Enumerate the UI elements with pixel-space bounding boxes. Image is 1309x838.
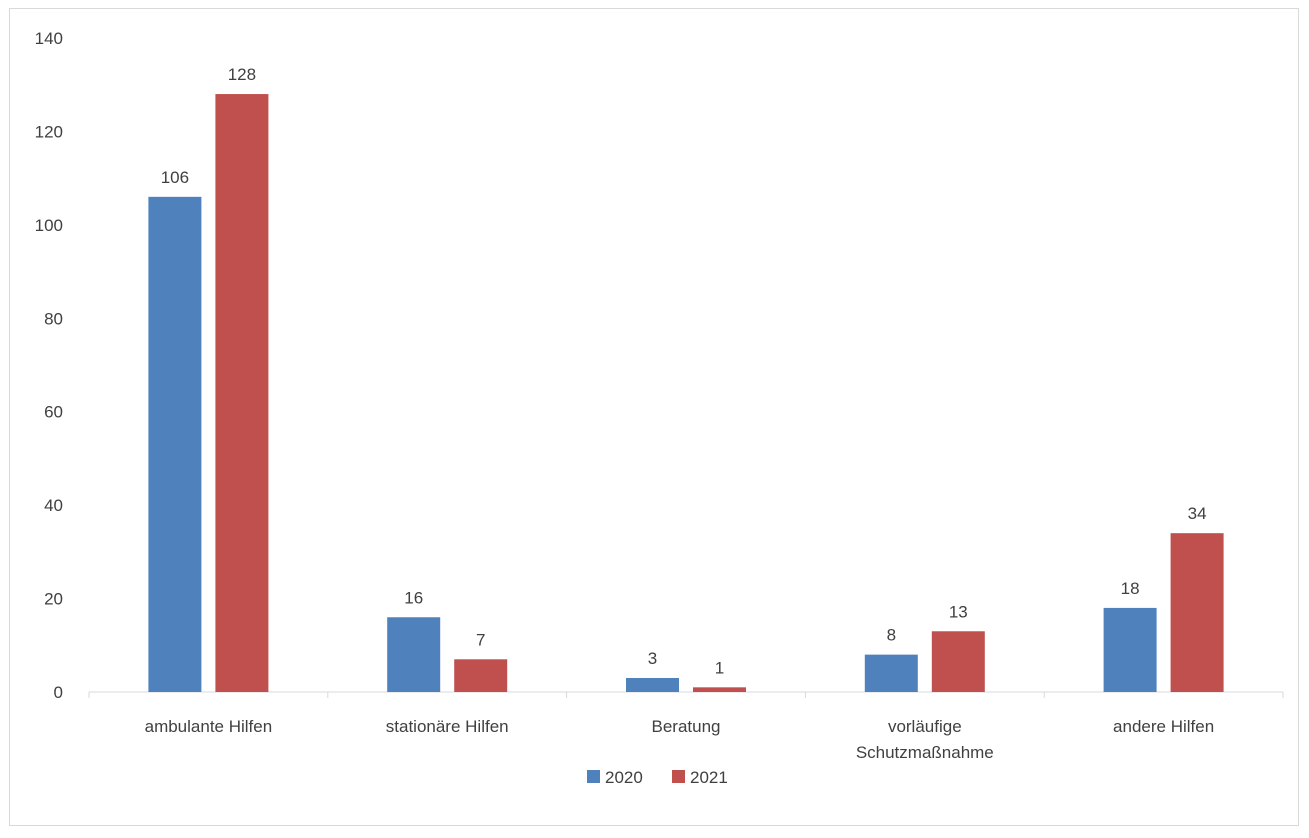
- legend-swatch-2020: [587, 770, 600, 783]
- x-tick-label: ambulante Hilfen: [145, 717, 273, 736]
- data-label: 1: [715, 658, 724, 677]
- data-label: 16: [404, 588, 423, 607]
- bar-2021: [454, 659, 508, 692]
- data-label: 34: [1188, 504, 1207, 523]
- x-tick-label: Schutzmaßnahme: [856, 743, 994, 762]
- y-tick-label: 40: [44, 496, 63, 515]
- legend-label: 2020: [605, 768, 643, 787]
- bar-2021: [215, 94, 269, 693]
- y-tick-label: 80: [44, 309, 63, 328]
- x-tick-label: vorläufige: [888, 717, 962, 736]
- bar-2020: [864, 654, 918, 692]
- y-tick-label: 120: [35, 122, 63, 141]
- data-label: 18: [1121, 579, 1140, 598]
- y-tick-label: 0: [54, 683, 63, 702]
- x-tick-label: Beratung: [652, 717, 721, 736]
- data-label: 8: [887, 626, 896, 645]
- legend-label: 2021: [690, 768, 728, 787]
- bar-2020: [387, 617, 441, 692]
- x-tick-label: stationäre Hilfen: [386, 717, 509, 736]
- y-tick-label: 20: [44, 590, 63, 609]
- x-tick-label: andere Hilfen: [1113, 717, 1214, 736]
- data-label: 7: [476, 630, 485, 649]
- y-tick-label: 140: [35, 29, 63, 48]
- data-label: 13: [949, 602, 968, 621]
- data-label: 128: [228, 65, 256, 84]
- bar-2021: [1170, 533, 1224, 692]
- legend-swatch-2021: [672, 770, 685, 783]
- y-tick-label: 100: [35, 216, 63, 235]
- data-label: 3: [648, 649, 657, 668]
- y-tick-label: 60: [44, 403, 63, 422]
- bar-2021: [693, 687, 746, 692]
- bar-2020: [148, 196, 202, 693]
- bar-2021: [931, 631, 985, 692]
- bar-2020: [1103, 607, 1157, 692]
- data-label: 106: [161, 168, 189, 187]
- bar-2020: [626, 677, 679, 692]
